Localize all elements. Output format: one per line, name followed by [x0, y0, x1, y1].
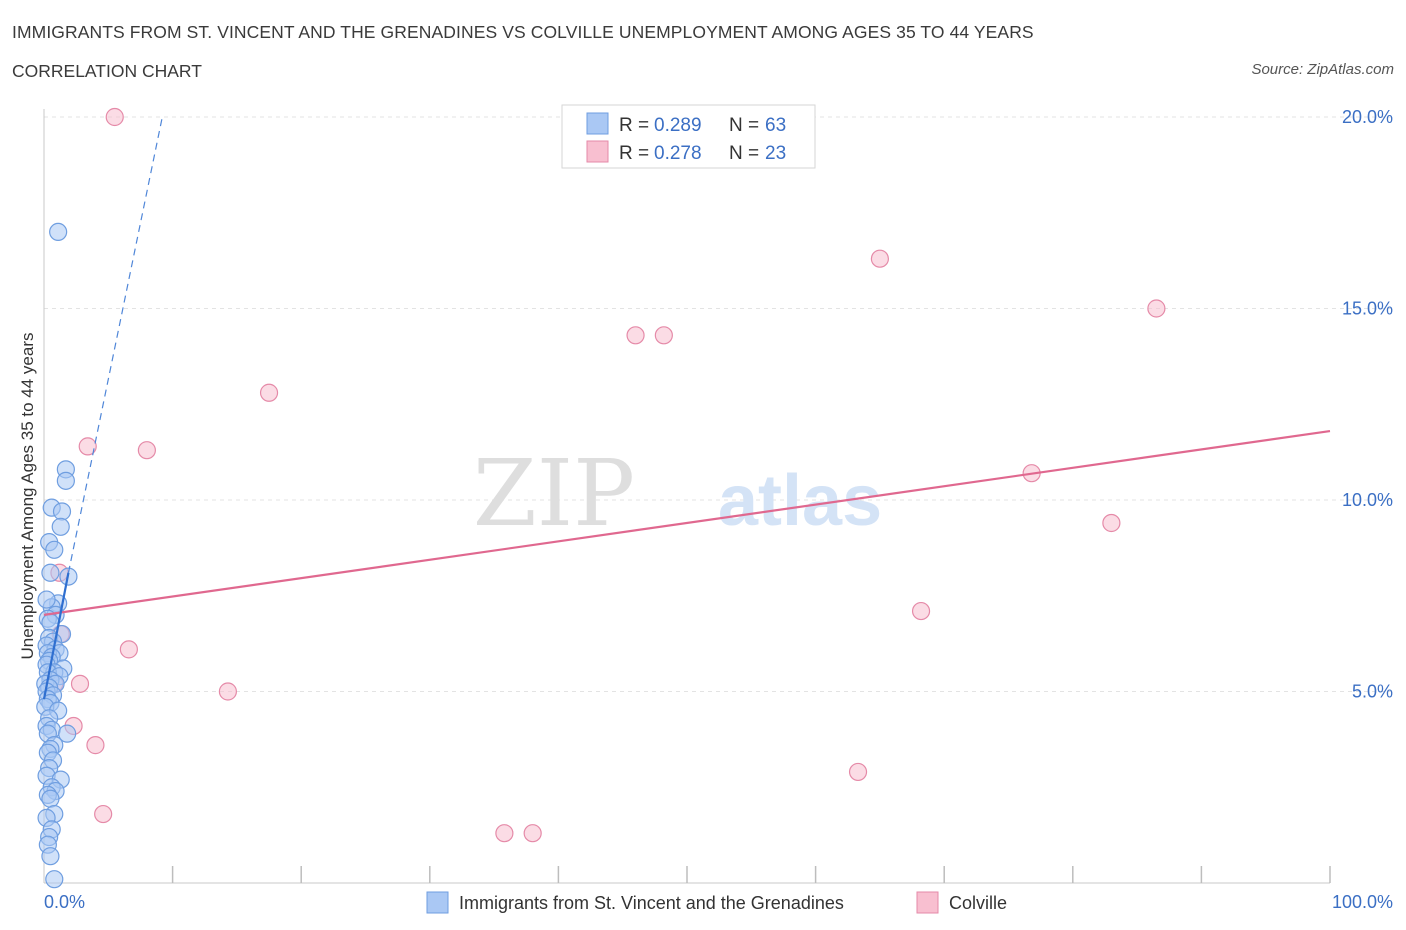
legend-n-value-pink: 23	[765, 143, 786, 164]
immigrants-point	[51, 517, 70, 536]
immigrants-point	[56, 471, 75, 490]
colville-point	[654, 326, 673, 345]
y-tick-label: 15.0%	[1342, 299, 1393, 319]
bottom-legend: Immigrants from St. Vincent and the Gren…	[426, 891, 1007, 914]
legend-r-label-pink: R =	[619, 143, 649, 164]
legend-r-label-blue: R =	[619, 115, 649, 136]
y-tick-label: 10.0%	[1342, 490, 1393, 510]
immigrants-point	[41, 789, 60, 808]
x-tick-marks	[171, 866, 1331, 883]
colville-point	[848, 762, 868, 782]
colville-point	[259, 383, 279, 402]
trend-lines	[42, 116, 1331, 700]
axes	[43, 109, 1330, 884]
immigrants-point	[58, 724, 77, 743]
source-label: Source: ZipAtlas.com	[1251, 61, 1394, 78]
legend-r-value-pink: 0.278	[654, 143, 702, 164]
colville-point	[495, 824, 514, 843]
immigrants-trend-line-solid	[42, 572, 70, 700]
gridlines	[44, 116, 1393, 692]
bottom-legend-label-pink: Colville	[949, 893, 1007, 913]
bottom-legend-label-blue: Immigrants from St. Vincent and the Gren…	[459, 893, 844, 913]
chart-subtitle: CORRELATION CHART	[12, 61, 202, 81]
top-legend: R = 0.289 N = 63 R = 0.278 N = 23	[561, 104, 816, 169]
legend-swatch-blue	[586, 112, 609, 135]
colville-point	[119, 640, 138, 659]
immigrants-trend-line-dashed	[67, 116, 163, 573]
y-tick-label: 20.0%	[1342, 107, 1393, 127]
colville-point	[911, 601, 931, 621]
colville-point	[626, 326, 645, 345]
immigrants-point	[37, 590, 56, 609]
colville-point	[218, 682, 237, 701]
colville-point	[523, 824, 542, 843]
y-tick-labels: 5.0% 10.0% 15.0% 20.0%	[1342, 107, 1393, 702]
immigrants-point	[41, 563, 60, 582]
legend-n-label-blue: N =	[729, 115, 759, 136]
immigrants-points	[36, 222, 78, 889]
colville-point	[78, 437, 97, 456]
immigrants-point	[41, 847, 60, 866]
watermark-zip: ZIP	[473, 440, 635, 547]
colville-trend-line	[43, 429, 1331, 616]
x-tick-label-max: 100.0%	[1332, 892, 1393, 912]
legend-n-label-pink: N =	[729, 143, 759, 164]
colville-point	[94, 804, 113, 824]
legend-n-value-blue: 63	[765, 115, 786, 136]
y-axis-label: Unemployment Among Ages 35 to 44 years	[18, 333, 37, 660]
y-tick-label: 5.0%	[1352, 682, 1393, 702]
legend-swatch-pink	[586, 140, 609, 163]
colville-point	[1147, 299, 1166, 318]
immigrants-point	[45, 540, 64, 559]
legend-r-value-blue: 0.289	[654, 115, 702, 136]
immigrants-point	[49, 222, 68, 241]
watermark-atlas: atlas	[718, 461, 882, 541]
bottom-legend-swatch-pink	[916, 891, 939, 914]
immigrants-point	[52, 502, 72, 521]
colville-point	[105, 107, 124, 127]
colville-point	[137, 441, 156, 460]
immigrants-point	[45, 870, 64, 889]
colville-point	[86, 736, 105, 755]
colville-point	[870, 249, 890, 268]
colville-points	[45, 107, 1166, 843]
colville-point	[1102, 513, 1121, 533]
bottom-legend-swatch-blue	[426, 891, 449, 914]
x-tick-label-min: 0.0%	[44, 892, 85, 912]
chart-title: IMMIGRANTS FROM ST. VINCENT AND THE GREN…	[12, 22, 1034, 42]
colville-point	[70, 674, 90, 693]
